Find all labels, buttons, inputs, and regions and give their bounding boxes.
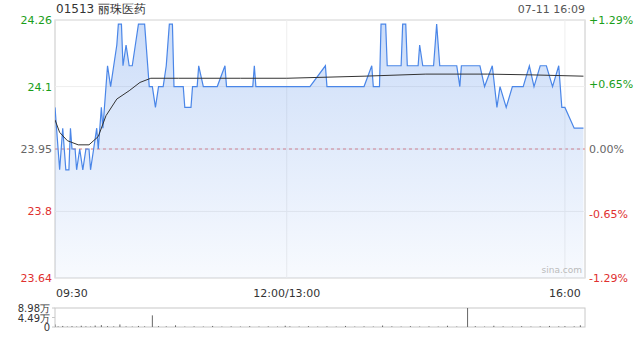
volume-bar xyxy=(475,326,476,327)
volume-bar xyxy=(564,326,565,327)
volume-bar xyxy=(194,326,195,327)
volume-bar xyxy=(419,326,420,327)
volume-bar xyxy=(158,326,159,327)
volume-bar xyxy=(326,326,327,327)
plot-frame xyxy=(55,20,585,278)
volume-bar xyxy=(85,326,86,327)
volume-bar xyxy=(428,326,429,327)
volume-bar xyxy=(530,326,531,327)
volume-bar xyxy=(184,326,185,327)
volume-bar xyxy=(268,326,269,327)
y-tick-label: 23.64 xyxy=(21,272,53,285)
volume-bar xyxy=(512,326,513,327)
volume-bar xyxy=(258,326,259,327)
volume-bar xyxy=(67,326,68,327)
volume-bar xyxy=(95,326,96,327)
volume-bar xyxy=(438,326,439,327)
volume-bar xyxy=(580,325,581,327)
volume-bar xyxy=(249,326,250,327)
volume-bar xyxy=(62,326,63,327)
volume-bar xyxy=(558,326,559,327)
tick-mark xyxy=(52,308,55,309)
volume-bar xyxy=(467,308,468,327)
tick-mark xyxy=(52,327,55,328)
volume-bar xyxy=(289,326,290,327)
x-tick-label: 09:30 xyxy=(56,287,88,300)
y-tick-label: 23.8 xyxy=(28,205,53,218)
watermark: sina.com xyxy=(542,265,583,275)
volume-bar xyxy=(410,326,411,327)
y-tick-label: 23.95 xyxy=(21,143,53,156)
volume-bar xyxy=(308,326,309,327)
volume-tick-label: 0 xyxy=(44,322,50,333)
volume-bar xyxy=(373,326,374,327)
volume-bar xyxy=(90,326,91,327)
volume-bar xyxy=(212,326,213,327)
y2-tick-label: +0.65% xyxy=(589,78,633,91)
series-group xyxy=(55,24,583,278)
volume-bar xyxy=(345,326,346,327)
price-area xyxy=(55,24,583,278)
volume-bar xyxy=(336,326,337,327)
volume-bar xyxy=(521,326,522,327)
volume-bar xyxy=(549,326,550,327)
grid-line xyxy=(55,20,585,21)
volume-bar xyxy=(107,326,108,327)
volume-group xyxy=(55,308,581,327)
volume-bar xyxy=(299,326,300,327)
volume-bar xyxy=(58,326,59,327)
y2-tick-label: 0.00% xyxy=(589,143,624,156)
volume-bar xyxy=(175,325,176,327)
volume-bar xyxy=(285,326,286,327)
volume-bar xyxy=(540,326,541,327)
volume-bar xyxy=(55,324,56,327)
volume-bar xyxy=(119,324,120,327)
volume-bar xyxy=(382,326,383,327)
volume-bar xyxy=(354,326,355,327)
tick-mark xyxy=(52,317,55,318)
volume-bar xyxy=(76,326,77,327)
volume-bar xyxy=(277,326,278,327)
title: 01513 丽珠医药 xyxy=(56,2,146,16)
volume-bar xyxy=(456,326,457,327)
y-tick-label: 24.1 xyxy=(28,81,53,94)
volume-bar xyxy=(126,326,127,327)
volume-bar xyxy=(231,326,232,327)
timestamp: 07-11 16:09 xyxy=(518,3,585,16)
volume-bar xyxy=(166,326,167,327)
y2-tick-label: +1.29% xyxy=(589,14,633,27)
volume-bar xyxy=(152,315,153,327)
volume-bar xyxy=(144,326,145,327)
volume-bar xyxy=(574,326,575,327)
x-tick-label: 12:00/13:00 xyxy=(253,287,320,300)
average-line xyxy=(55,74,583,145)
volume-bar xyxy=(113,326,114,327)
x-tick-label: 16:00 xyxy=(549,287,581,300)
volume-bar xyxy=(138,326,139,327)
volume-bar xyxy=(72,326,73,327)
volume-bar xyxy=(240,326,241,327)
volume-bar xyxy=(203,326,204,327)
volume-bar xyxy=(81,326,82,327)
volume-bar xyxy=(364,326,365,327)
y2-tick-label: -1.29% xyxy=(589,272,628,285)
chart: 01513 丽珠医药 07-11 16:09 24.26 24.1 23.95 23.8 2… xyxy=(0,0,640,360)
volume-frame xyxy=(55,308,585,327)
y2-tick-label: -0.65% xyxy=(589,208,628,221)
price-line xyxy=(55,24,583,170)
volume-bar xyxy=(503,326,504,327)
volume-bar xyxy=(132,326,133,327)
volume-bar xyxy=(401,326,402,327)
volume-bar xyxy=(493,326,494,327)
volume-bar xyxy=(101,325,102,327)
y-tick-label: 24.26 xyxy=(21,14,53,27)
volume-bar xyxy=(221,326,222,327)
volume-bar xyxy=(391,326,392,327)
volume-bar xyxy=(484,326,485,327)
volume-bar xyxy=(447,326,448,327)
volume-bar xyxy=(317,326,318,327)
